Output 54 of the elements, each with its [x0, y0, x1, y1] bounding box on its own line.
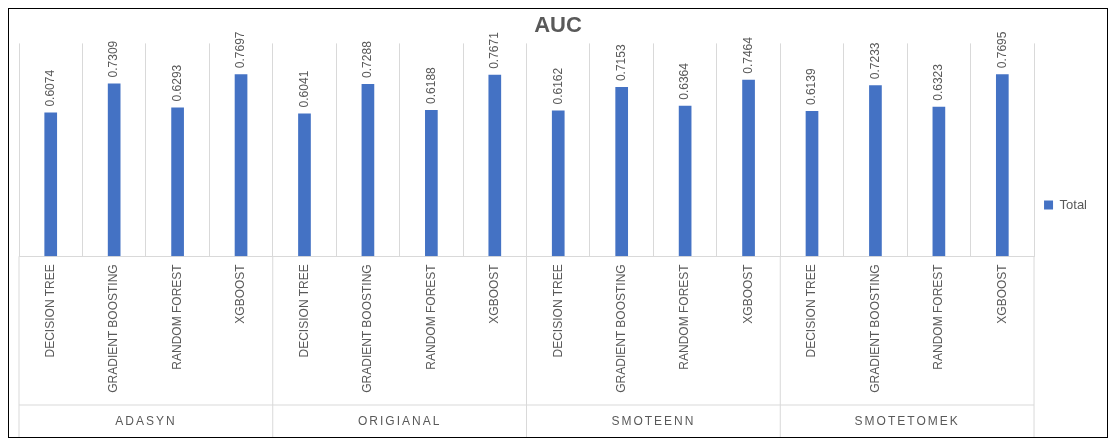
bar	[869, 85, 882, 257]
data-label: 0.7697	[233, 31, 248, 69]
text: ORIGIANAL	[357, 414, 442, 429]
bar	[551, 110, 565, 257]
text: SMOTETOMEK	[854, 414, 960, 429]
bar	[742, 79, 755, 257]
x-tick-label: DECISION TREE	[550, 264, 565, 358]
chart-title: AUC	[534, 12, 582, 38]
data-label: 0.6293	[169, 64, 184, 102]
x-tick-label: DECISION TREE	[296, 264, 311, 358]
data-label: 0.6139	[804, 68, 819, 106]
data-label: 0.7288	[360, 40, 375, 78]
bar	[44, 112, 58, 257]
data-label: 0.7233	[867, 42, 882, 80]
bar	[615, 87, 629, 257]
x-tick-label: RANDOM FOREST	[677, 263, 692, 370]
x-tick-label: DECISION TREE	[804, 264, 819, 358]
x-tick-label: XGBOOST	[233, 263, 248, 324]
x-tick-label: XGBOOST	[994, 263, 1009, 324]
data-label: 0.7309	[106, 40, 121, 78]
x-tick-label: RANDOM FOREST	[931, 263, 946, 370]
data-label: 0.6188	[423, 66, 438, 104]
x-tick-label: GRADIENT BOOSTING	[106, 264, 121, 393]
x-tick-label: GRADIENT BOOSTING	[613, 264, 628, 393]
bar	[361, 83, 375, 257]
data-label: 0.7153	[613, 44, 628, 82]
x-tick-label: XGBOOST	[740, 263, 755, 324]
data-label: 0.6323	[931, 63, 946, 101]
data-label: 0.6074	[43, 69, 58, 107]
bar	[678, 105, 692, 257]
data-label: 0.7695	[994, 31, 1009, 69]
bar	[171, 107, 184, 257]
x-tick-label: RANDOM FOREST	[423, 263, 438, 370]
data-label: 0.6041	[296, 70, 311, 108]
data-label: 0.7671	[487, 31, 502, 69]
data-label: 0.7464	[740, 36, 755, 74]
bar	[298, 113, 311, 257]
x-tick-label: GRADIENT BOOSTING	[867, 264, 882, 393]
text: SMOTEENN	[611, 414, 696, 429]
bar	[805, 111, 819, 257]
x-tick-label: DECISION TREE	[43, 264, 58, 358]
legend-label: Total	[1059, 196, 1088, 212]
text: ADASYN	[115, 414, 177, 429]
bar	[425, 109, 438, 257]
bar	[234, 74, 248, 257]
x-tick-label: XGBOOST	[487, 263, 502, 324]
data-label: 0.6364	[677, 62, 692, 100]
data-label: 0.6162	[550, 67, 565, 105]
bar	[995, 74, 1009, 257]
bar	[488, 74, 502, 257]
x-tick-label: GRADIENT BOOSTING	[360, 264, 375, 393]
bar	[107, 83, 121, 257]
x-tick-label: RANDOM FOREST	[169, 263, 184, 370]
bar	[932, 106, 946, 257]
